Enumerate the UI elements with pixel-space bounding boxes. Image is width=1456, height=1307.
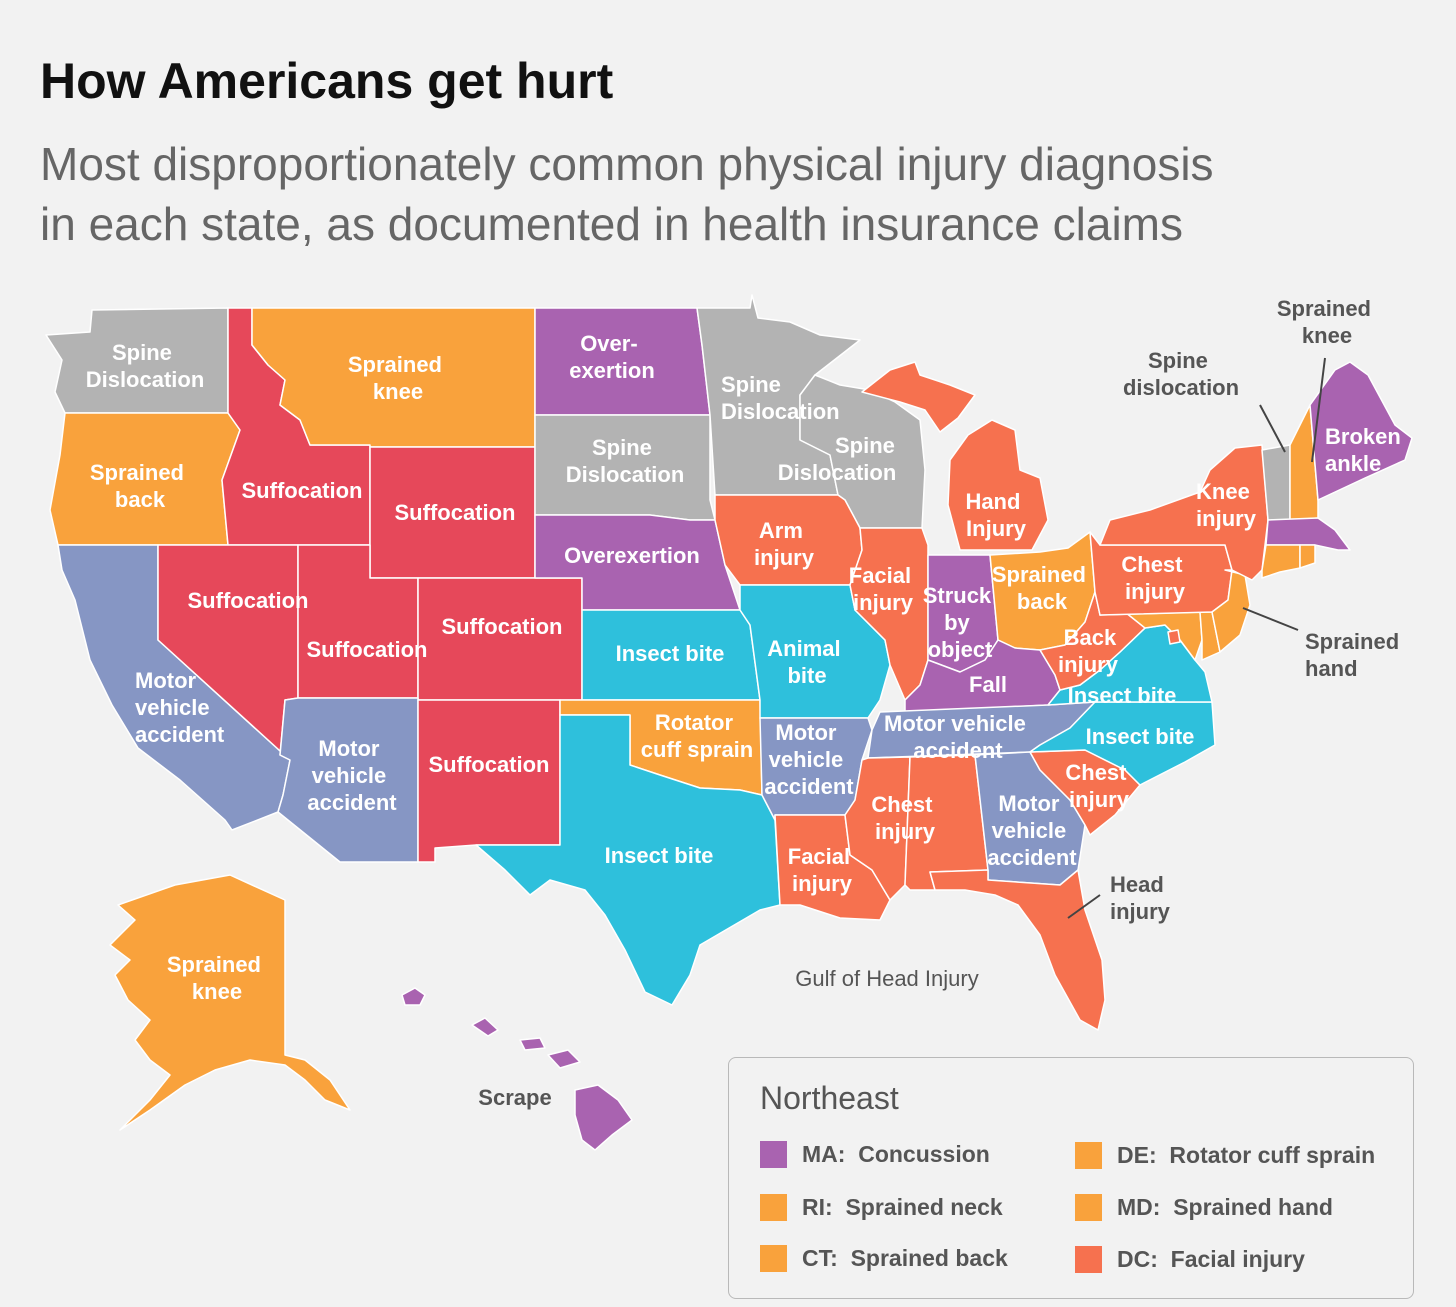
legend-label: CT: Sprained back	[802, 1244, 1008, 1271]
label-nebraska: Overexertion	[564, 543, 700, 568]
label-michigan: Hand Injury	[965, 489, 1026, 541]
label-california: Motor vehicle accident	[135, 668, 225, 747]
state-maine	[1309, 361, 1413, 501]
label-colorado: Suffocation	[442, 614, 563, 639]
label-georgia: Motor vehicle accident	[987, 791, 1077, 870]
state-colorado	[417, 577, 583, 701]
label-minnesota: Spine Dislocation	[721, 372, 840, 424]
legend-title: Northeast	[760, 1080, 899, 1116]
legend-item-ct: CT: Sprained back	[760, 1243, 1008, 1273]
label-new-mexico: Suffocation	[429, 752, 550, 777]
subtitle-line-2: in each state, as documented in health i…	[40, 198, 1183, 250]
label-alaska: Sprained knee	[167, 952, 267, 1004]
legend-swatch	[1075, 1193, 1102, 1221]
legend-swatch	[1075, 1245, 1102, 1273]
label-maine: Broken ankle	[1325, 424, 1407, 476]
legend-item-md: MD: Sprained hand	[1075, 1192, 1333, 1222]
legend-item-ri: RI: Sprained neck	[760, 1192, 1003, 1222]
label-oregon: Sprained back	[90, 460, 190, 512]
leader-vermont	[1259, 404, 1286, 453]
state-north-carolina	[1029, 701, 1216, 786]
legend-item-ma: MA: Concussion	[760, 1139, 990, 1169]
legend-item-de: DE: Rotator cuff sprain	[1075, 1140, 1375, 1170]
state-illinois	[849, 527, 929, 701]
label-pennsylvania: Chest injury	[1121, 552, 1188, 604]
state-new-hampshire	[1289, 404, 1319, 521]
label-gulf: Gulf of Head Injury	[795, 966, 978, 991]
label-florida: Head injury	[1110, 872, 1171, 924]
label-idaho: Suffocation	[242, 478, 363, 503]
state-rhode-island	[1299, 544, 1316, 569]
state-texas	[475, 714, 781, 1006]
label-ohio: Sprained back	[992, 562, 1092, 614]
label-west-virginia: Back injury	[1058, 625, 1122, 677]
label-virginia: Insect bite	[1068, 683, 1177, 708]
label-montana: Sprained knee	[348, 352, 448, 404]
label-new-hampshire: Sprained knee	[1277, 296, 1377, 348]
label-missouri: Animal bite	[767, 636, 846, 688]
label-new-york: Knee injury	[1196, 479, 1257, 531]
leader-new-hampshire	[1311, 357, 1326, 463]
label-south-dakota: Spine Dislocation	[566, 435, 685, 487]
label-north-carolina: Insect bite	[1086, 724, 1195, 749]
label-tennessee: Motor vehicle accident	[884, 711, 1032, 763]
map-subtitle: Most disproportionately common physical …	[40, 134, 1420, 254]
label-illinois: Facial injury	[849, 563, 918, 615]
label-louisiana: Facial injury	[788, 844, 857, 896]
label-kentucky: Fall	[969, 672, 1007, 697]
legend-item-dc: DC: Facial injury	[1075, 1244, 1305, 1274]
state-michigan-upper	[861, 361, 976, 433]
northeast-legend: Northeast MA: Concussion RI: Sprained ne…	[728, 1057, 1414, 1299]
label-wyoming: Suffocation	[395, 500, 516, 525]
leader-new-jersey	[1242, 607, 1299, 631]
legend-label: MD: Sprained hand	[1117, 1193, 1333, 1220]
map-title: How Americans get hurt	[40, 53, 614, 109]
state-connecticut	[1261, 544, 1301, 579]
state-dc	[1167, 629, 1181, 645]
state-hawaii	[401, 987, 633, 1151]
legend-label: MA: Concussion	[802, 1140, 990, 1167]
label-iowa: Arm injury	[754, 518, 815, 570]
label-wisconsin: Spine Dislocation	[778, 433, 901, 485]
label-texas: Insect bite	[605, 843, 714, 868]
label-north-dakota: Over- exertion	[569, 331, 655, 383]
legend-swatch	[760, 1244, 787, 1272]
legend-label: DE: Rotator cuff sprain	[1117, 1141, 1376, 1168]
state-new-jersey	[1211, 569, 1251, 653]
label-mississippi-alabama: Chest injury	[871, 792, 938, 844]
label-kansas: Insect bite	[616, 641, 725, 666]
label-indiana: Struck by object	[923, 583, 998, 662]
legend-label: RI: Sprained neck	[802, 1193, 1003, 1220]
label-utah: Suffocation	[307, 637, 428, 662]
leader-florida	[1067, 894, 1101, 919]
legend-swatch	[1075, 1141, 1102, 1169]
label-vermont: Spine dislocation	[1123, 348, 1239, 400]
label-arkansas: Motor vehicle accident	[764, 720, 854, 799]
label-hawaii: Scrape	[478, 1085, 551, 1110]
label-oklahoma: Rotator cuff sprain	[641, 710, 753, 762]
label-nevada: Suffocation	[188, 588, 309, 613]
legend-swatch	[760, 1193, 787, 1221]
state-michigan	[947, 419, 1049, 551]
state-nebraska	[534, 514, 741, 611]
label-washington: Spine Dislocation	[86, 340, 205, 392]
label-arizona: Motor vehicle accident	[307, 736, 397, 815]
state-florida	[929, 869, 1106, 1031]
legend-label: DC: Facial injury	[1117, 1245, 1305, 1272]
subtitle-line-1: Most disproportionately common physical …	[40, 138, 1214, 190]
label-new-jersey: Sprained hand	[1305, 629, 1405, 681]
label-south-carolina: Chest injury	[1065, 760, 1132, 812]
legend-swatch	[760, 1140, 787, 1168]
leader-lines	[1067, 357, 1326, 919]
state-new-mexico	[417, 699, 561, 863]
state-new-york	[1099, 444, 1269, 581]
state-alaska	[109, 874, 351, 1131]
